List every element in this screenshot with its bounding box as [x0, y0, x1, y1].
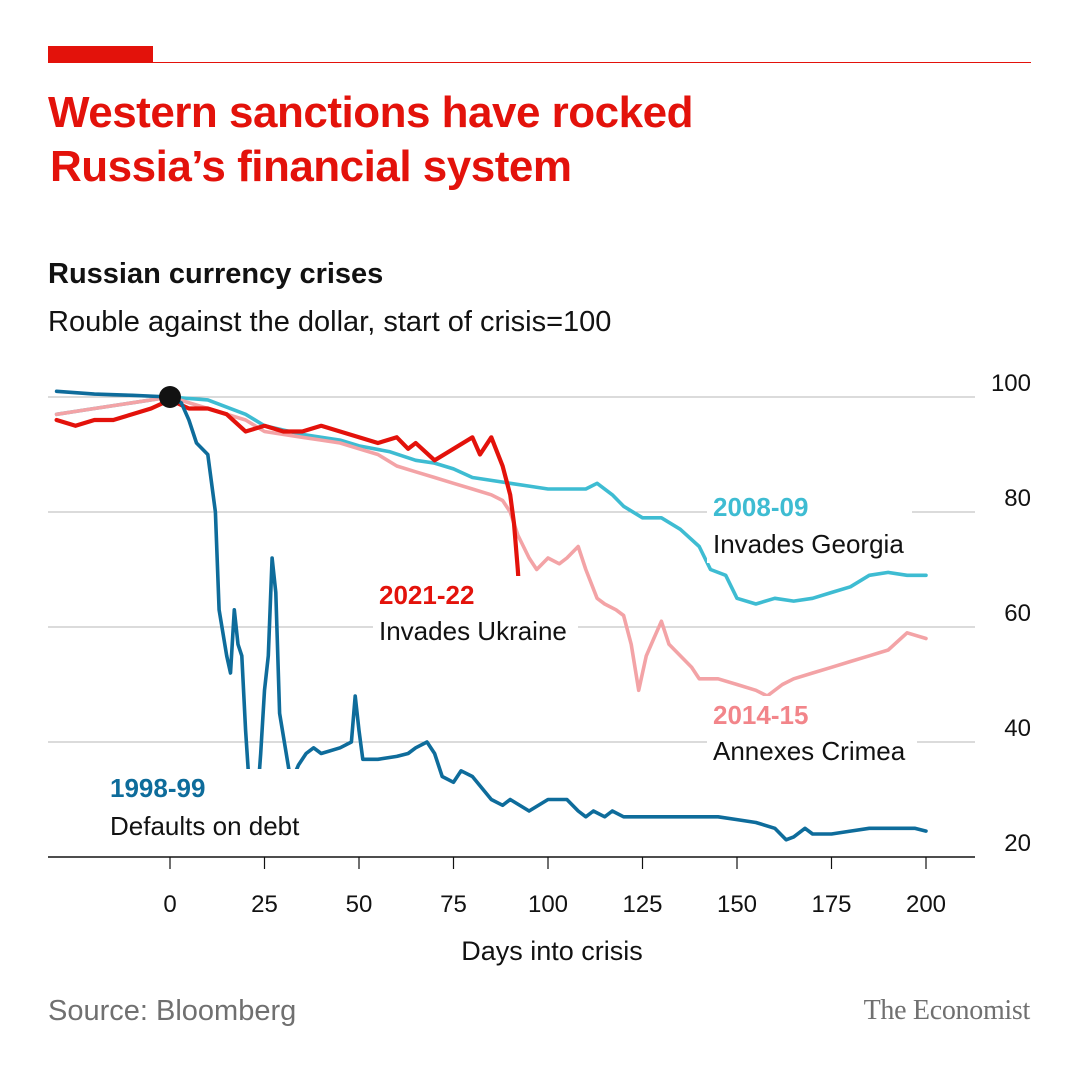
x-tick-label: 200 — [906, 891, 946, 918]
x-tick-label: 100 — [528, 891, 568, 918]
x-tick-label: 125 — [622, 891, 662, 918]
series-annotation-label: Annexes Crimea — [713, 736, 906, 766]
publisher-logo: The Economist — [863, 995, 1031, 1026]
x-tick-label: 25 — [251, 891, 278, 918]
annotation-backdrop — [707, 696, 917, 770]
y-tick-label: 80 — [1004, 485, 1031, 512]
source-note: Source: Bloomberg — [48, 995, 297, 1027]
x-tick-label: 0 — [163, 891, 176, 918]
x-axis-title: Days into crisis — [461, 936, 643, 966]
x-tick-label: 150 — [717, 891, 757, 918]
series-line-2021-22 — [54, 397, 528, 601]
series-lines — [54, 389, 928, 842]
y-tick-label: 60 — [1004, 600, 1031, 627]
series-annotation-label: Invades Georgia — [713, 529, 904, 559]
x-tick-label: 75 — [440, 891, 467, 918]
series-name-label: 2008-09 — [713, 492, 808, 522]
annotation-backdrop — [104, 769, 319, 845]
annotation-backdrop — [707, 488, 912, 563]
series-annotation-label: Invades Ukraine — [379, 616, 567, 646]
series-line-2014-15 — [54, 395, 928, 698]
series-name-label: 1998-99 — [110, 773, 205, 803]
series-annotation-label: Defaults on debt — [110, 811, 300, 841]
y-tick-label: 100 — [991, 370, 1031, 397]
brand-red-bar — [48, 46, 153, 63]
top-rule — [48, 62, 1031, 63]
series-name-label: 2014-15 — [713, 700, 808, 730]
crisis-start-dot — [159, 386, 181, 408]
chart-subtitle: Russian currency crises — [48, 258, 384, 290]
x-tick-label: 50 — [346, 891, 373, 918]
y-tick-label: 40 — [1004, 715, 1031, 742]
annotation-backdrop — [373, 576, 578, 650]
x-axis: 0 25 50 75 100 125 150 175 200 — [163, 857, 946, 918]
y-tick-label: 20 — [1004, 830, 1031, 857]
y-axis-labels: 20 40 60 80 100 — [991, 370, 1031, 857]
series-name-label: 2021-22 — [379, 580, 474, 610]
chart-title: Western sanctions have rocked Russia’s f… — [48, 86, 1038, 194]
start-marker — [159, 386, 181, 408]
title-line-1: Western sanctions have rocked — [48, 88, 693, 137]
series-annotations: 2008-09 Invades Georgia 2014-15 Annexes Cri… — [104, 488, 917, 845]
chart-description: Rouble against the dollar, start of cris… — [48, 306, 612, 338]
x-tick-label: 175 — [811, 891, 851, 918]
series-line-1998-99 — [54, 389, 928, 842]
title-line-2: Russia’s financial system — [50, 142, 572, 191]
